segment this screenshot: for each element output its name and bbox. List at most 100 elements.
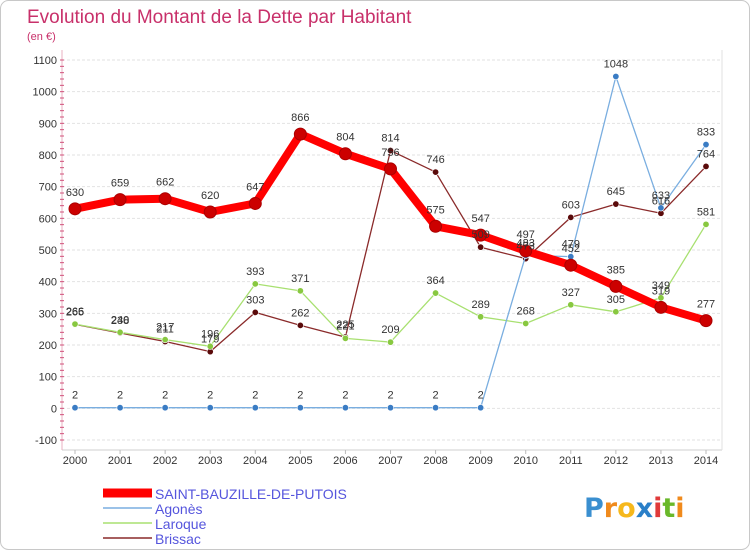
data-label: 659 bbox=[111, 178, 129, 190]
data-point bbox=[341, 334, 349, 342]
data-label: 277 bbox=[697, 299, 715, 311]
data-label: 630 bbox=[66, 187, 84, 199]
data-point bbox=[296, 404, 304, 412]
data-label: 509 bbox=[471, 229, 489, 241]
data-label: 289 bbox=[471, 299, 489, 311]
y-tick-label: 800 bbox=[39, 150, 57, 162]
data-label: 221 bbox=[336, 320, 354, 332]
gridlines bbox=[62, 59, 722, 441]
data-point bbox=[567, 213, 575, 221]
logo-letter: t bbox=[662, 493, 675, 524]
data-point bbox=[612, 200, 620, 208]
y-tick-label: 500 bbox=[39, 245, 57, 257]
legend-label: SAINT-BAUZILLE-DE-PUTOIS bbox=[155, 486, 347, 502]
data-point bbox=[251, 280, 259, 288]
x-tick-label: 2004 bbox=[243, 455, 267, 467]
data-label: 2 bbox=[297, 390, 303, 402]
y-tick-label: 1000 bbox=[33, 87, 57, 99]
legend-label: Laroque bbox=[155, 516, 207, 532]
proxiti-logo: Proxiti bbox=[584, 493, 685, 524]
data-label: 479 bbox=[562, 239, 580, 251]
x-tick-label: 2012 bbox=[604, 455, 628, 467]
y-tick-label: -100 bbox=[35, 435, 57, 447]
data-label: 581 bbox=[697, 206, 715, 218]
y-tick-label: 700 bbox=[39, 182, 57, 194]
x-tick-label: 2013 bbox=[649, 455, 673, 467]
series-layer bbox=[68, 72, 713, 412]
data-label: 364 bbox=[426, 275, 444, 287]
data-label: 327 bbox=[562, 287, 580, 299]
data-point bbox=[474, 228, 488, 242]
data-point bbox=[206, 404, 214, 412]
data-point bbox=[251, 308, 259, 316]
x-tick-label: 2000 bbox=[63, 455, 87, 467]
x-tick-label: 2010 bbox=[513, 455, 537, 467]
data-label: 473 bbox=[517, 241, 535, 253]
data-label: 804 bbox=[336, 132, 354, 144]
data-point bbox=[158, 192, 172, 206]
data-point bbox=[296, 287, 304, 295]
chart-subtitle: (en €) bbox=[27, 31, 56, 43]
data-label: 265 bbox=[66, 306, 84, 318]
data-label: 483 bbox=[517, 237, 535, 249]
data-label: 497 bbox=[517, 229, 535, 241]
data-label: 240 bbox=[111, 314, 129, 326]
logo-letter: P bbox=[584, 493, 604, 524]
data-point bbox=[612, 72, 620, 80]
legend-label: Brissac bbox=[155, 531, 201, 547]
data-label: 211 bbox=[156, 324, 174, 336]
data-label: 393 bbox=[246, 266, 264, 278]
data-point bbox=[612, 308, 620, 316]
y-tick-label: 100 bbox=[39, 372, 57, 384]
data-point bbox=[657, 204, 665, 212]
data-point bbox=[654, 300, 668, 314]
data-label: 303 bbox=[246, 294, 264, 306]
x-tick-label: 2005 bbox=[288, 455, 312, 467]
data-label: 2 bbox=[72, 390, 78, 402]
x-tick-label: 2007 bbox=[378, 455, 402, 467]
data-label: 225 bbox=[336, 319, 354, 331]
data-point bbox=[116, 404, 124, 412]
data-label: 2 bbox=[387, 390, 393, 402]
data-label: 371 bbox=[291, 273, 309, 285]
data-point bbox=[161, 336, 169, 344]
data-label: 814 bbox=[381, 133, 399, 145]
y-tick-label: 600 bbox=[39, 213, 57, 225]
logo-letter: o bbox=[617, 493, 636, 524]
data-label: 217 bbox=[156, 322, 174, 334]
data-label: 2 bbox=[252, 390, 258, 402]
legend: SAINT-BAUZILLE-DE-PUTOISAgonèsLaroqueBri… bbox=[103, 486, 347, 547]
data-point bbox=[71, 404, 79, 412]
chart-title: Evolution du Montant de la Dette par Hab… bbox=[27, 7, 412, 28]
x-tick-label: 2009 bbox=[468, 455, 492, 467]
x-tick-label: 2014 bbox=[694, 455, 718, 467]
data-label: 2 bbox=[342, 390, 348, 402]
data-label: 647 bbox=[246, 181, 264, 193]
data-label: 620 bbox=[201, 190, 219, 202]
data-point bbox=[68, 202, 82, 216]
data-label: 2 bbox=[117, 390, 123, 402]
data-label: 2 bbox=[433, 390, 439, 402]
data-point bbox=[341, 404, 349, 412]
data-label: 616 bbox=[652, 195, 670, 207]
data-point bbox=[386, 338, 394, 346]
logo-letter: i bbox=[675, 493, 684, 524]
data-label: 764 bbox=[697, 148, 715, 160]
axes: -100 0 100 200 300 400 500 600 700 800 900 1000 1100… bbox=[33, 50, 723, 467]
legend-label: Agonès bbox=[155, 501, 202, 517]
data-point bbox=[567, 301, 575, 309]
data-point bbox=[477, 404, 485, 412]
data-label: 305 bbox=[607, 294, 625, 306]
data-point bbox=[477, 313, 485, 321]
data-label: 385 bbox=[607, 264, 625, 276]
data-label: 756 bbox=[381, 147, 399, 159]
data-point bbox=[113, 193, 127, 207]
x-tick-label: 2002 bbox=[153, 455, 177, 467]
data-point bbox=[564, 258, 578, 272]
data-point bbox=[702, 162, 710, 170]
data-label: 633 bbox=[652, 190, 670, 202]
data-label: 746 bbox=[426, 154, 444, 166]
logo-letter: x bbox=[636, 493, 653, 524]
data-label: 2 bbox=[478, 390, 484, 402]
y-tick-label: 400 bbox=[39, 277, 57, 289]
